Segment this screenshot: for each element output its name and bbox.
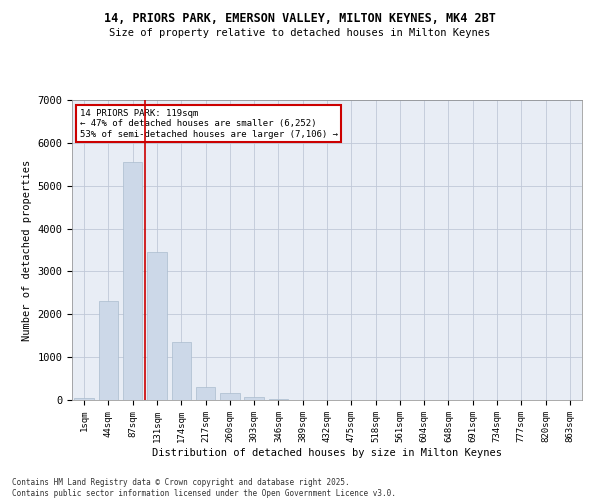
Bar bbox=[196, 387, 215, 400]
Bar bbox=[172, 342, 191, 400]
Y-axis label: Number of detached properties: Number of detached properties bbox=[22, 160, 32, 340]
Bar bbox=[123, 162, 142, 400]
Text: Contains HM Land Registry data © Crown copyright and database right 2025.
Contai: Contains HM Land Registry data © Crown c… bbox=[12, 478, 396, 498]
Text: Size of property relative to detached houses in Milton Keynes: Size of property relative to detached ho… bbox=[109, 28, 491, 38]
X-axis label: Distribution of detached houses by size in Milton Keynes: Distribution of detached houses by size … bbox=[152, 448, 502, 458]
Bar bbox=[147, 252, 167, 400]
Bar bbox=[220, 393, 239, 400]
Bar bbox=[269, 398, 288, 400]
Bar bbox=[99, 302, 118, 400]
Bar bbox=[244, 396, 264, 400]
Text: 14 PRIORS PARK: 119sqm
← 47% of detached houses are smaller (6,252)
53% of semi-: 14 PRIORS PARK: 119sqm ← 47% of detached… bbox=[80, 109, 338, 139]
Text: 14, PRIORS PARK, EMERSON VALLEY, MILTON KEYNES, MK4 2BT: 14, PRIORS PARK, EMERSON VALLEY, MILTON … bbox=[104, 12, 496, 26]
Bar bbox=[74, 398, 94, 400]
